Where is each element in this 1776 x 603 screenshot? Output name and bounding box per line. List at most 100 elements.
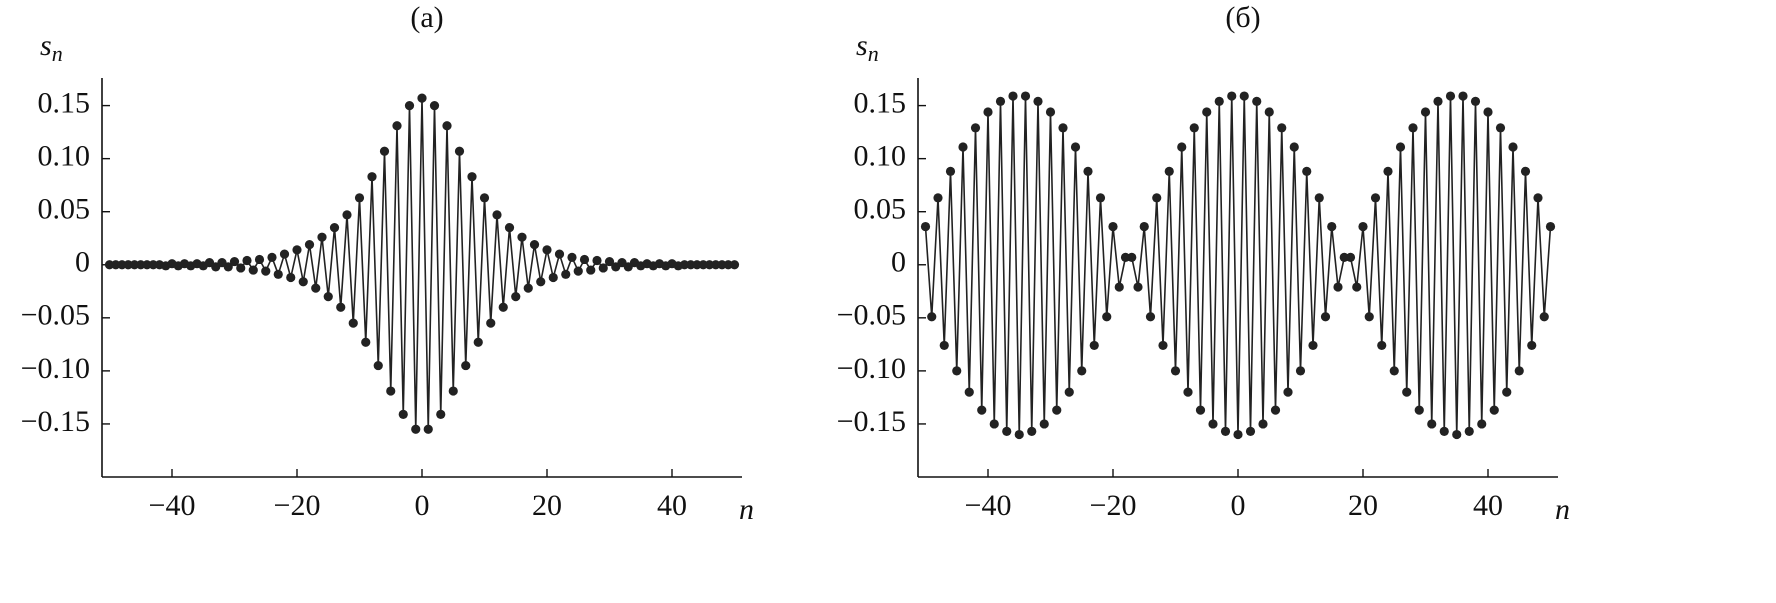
data-point (729, 260, 740, 270)
data-point (933, 193, 943, 203)
y-tick-label: 0.10 (854, 140, 907, 173)
data-point (1283, 387, 1293, 397)
data-point (523, 283, 533, 293)
data-point (1064, 387, 1074, 397)
data-point (1277, 123, 1287, 133)
data-point (236, 263, 246, 273)
data-point (467, 172, 477, 182)
x-axis-label: n (1555, 493, 1570, 526)
panel-title: (б) (1225, 1, 1260, 34)
data-point (436, 409, 446, 419)
x-tick-label: 0 (1231, 489, 1246, 522)
data-point (1139, 221, 1149, 232)
data-point (548, 272, 558, 283)
data-point (1439, 426, 1449, 436)
y-tick-label: −0.05 (837, 299, 906, 332)
x-tick-label: −20 (1090, 489, 1137, 522)
y-axis-label: sn (856, 29, 879, 66)
data-point (1464, 426, 1474, 436)
data-point (279, 249, 290, 259)
data-point (261, 266, 271, 276)
data-point (598, 263, 608, 273)
y-tick-label: 0.15 (38, 86, 91, 119)
data-point (329, 223, 340, 233)
data-point (404, 100, 415, 111)
data-point (1314, 193, 1324, 203)
data-point (461, 360, 471, 371)
data-point (1527, 340, 1537, 351)
data-point (1027, 426, 1037, 436)
data-point (1164, 166, 1174, 176)
panel-title: (а) (410, 1, 443, 34)
data-point (473, 337, 483, 347)
data-point (945, 166, 956, 176)
data-point (1458, 91, 1468, 101)
data-point (952, 366, 962, 376)
data-point (286, 272, 296, 283)
data-point (1252, 96, 1262, 106)
data-point (223, 262, 233, 272)
data-point (1452, 429, 1462, 440)
data-point (479, 193, 490, 203)
data-point (1108, 221, 1118, 232)
x-tick-label: 0 (415, 489, 430, 522)
data-point (995, 96, 1006, 106)
data-point (1383, 166, 1393, 176)
data-point (554, 249, 565, 259)
data-point (1545, 221, 1556, 232)
data-point (248, 265, 258, 275)
data-point (1295, 366, 1306, 376)
data-point (1014, 429, 1024, 440)
data-point (927, 312, 937, 322)
y-tick-label: −0.15 (837, 405, 906, 438)
data-point (1483, 107, 1493, 117)
data-point (1370, 193, 1381, 203)
data-point (1245, 426, 1256, 436)
data-point (1258, 419, 1268, 429)
y-tick-label: 0.15 (854, 86, 907, 119)
data-point (1495, 123, 1506, 133)
data-point (1395, 142, 1406, 152)
y-tick-label: 0.05 (854, 193, 907, 226)
data-point (1445, 91, 1456, 101)
data-point (392, 121, 402, 131)
data-point (411, 424, 421, 434)
y-tick-label: 0.10 (38, 140, 91, 173)
data-point (1352, 282, 1362, 292)
data-point (317, 232, 327, 242)
data-point (1020, 91, 1031, 101)
data-point (398, 409, 408, 419)
data-point (267, 252, 277, 262)
data-point (229, 256, 240, 267)
x-tick-label: 20 (532, 489, 562, 522)
data-point (311, 283, 321, 293)
data-point (958, 142, 968, 152)
data-point (273, 269, 283, 279)
data-point (1233, 429, 1243, 440)
data-point (579, 254, 590, 265)
data-point (373, 360, 383, 371)
y-axis-label-subscript: n (52, 41, 63, 66)
data-point (1414, 405, 1424, 415)
data-point (1239, 91, 1249, 101)
data-point (504, 223, 515, 233)
x-tick-label: −40 (965, 489, 1012, 522)
data-point (511, 292, 521, 302)
data-point (492, 210, 502, 220)
data-point (1502, 387, 1512, 397)
data-point (1045, 107, 1056, 117)
data-point (1402, 387, 1412, 397)
data-point (1270, 405, 1281, 415)
data-point (1433, 96, 1443, 106)
data-point (1539, 312, 1549, 322)
data-point (354, 193, 365, 203)
data-point (1227, 91, 1237, 101)
y-axis-label-main: s (856, 29, 868, 62)
data-point (1470, 96, 1481, 106)
data-point (1264, 107, 1274, 117)
data-point (1364, 312, 1374, 322)
data-point (361, 337, 371, 347)
data-point (1033, 96, 1043, 106)
data-point (1214, 96, 1224, 106)
